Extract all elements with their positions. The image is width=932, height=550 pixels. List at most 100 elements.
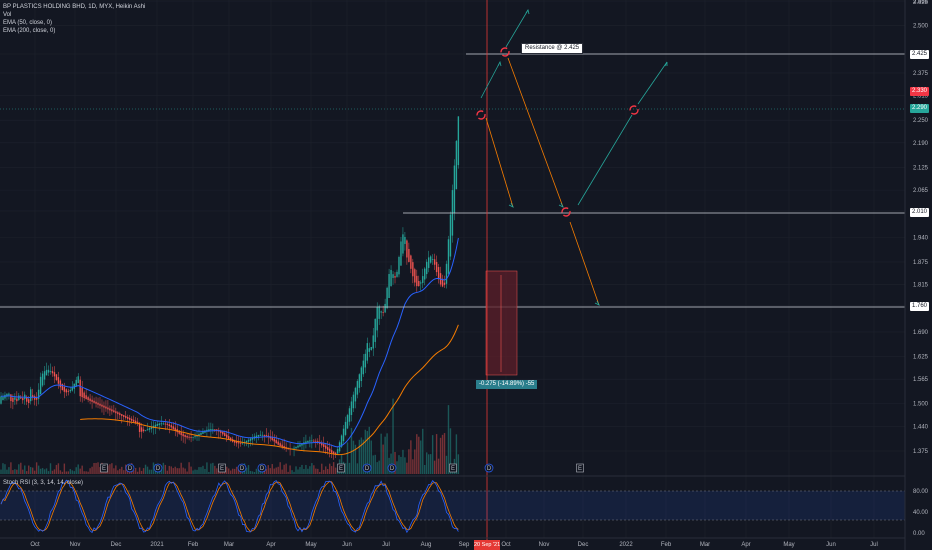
dividend-marker[interactable]: D <box>237 463 247 473</box>
volume-bar <box>152 462 155 474</box>
pivot-rotation-icon[interactable] <box>561 207 571 217</box>
volume-bar <box>87 471 89 474</box>
volume-bar <box>91 466 93 474</box>
candle <box>259 430 262 436</box>
candle <box>247 438 250 448</box>
candle <box>210 422 212 438</box>
volume-bar <box>370 440 372 474</box>
candle <box>449 211 452 261</box>
earnings-marker[interactable]: E <box>337 463 345 473</box>
dividend-marker[interactable]: D <box>257 463 267 473</box>
candle <box>103 401 105 416</box>
candle <box>321 440 323 448</box>
pivot-rotation-icon[interactable] <box>629 105 639 115</box>
volume-bar <box>41 468 44 474</box>
projection-arrows[interactable] <box>480 9 668 306</box>
resistance-label[interactable]: Resistance @ 2.425 <box>521 43 584 54</box>
dividend-marker[interactable]: D <box>153 463 163 473</box>
volume-bar <box>323 469 325 474</box>
candle <box>41 370 44 388</box>
price-tag: 2.010 <box>910 208 930 217</box>
earnings-marker[interactable]: E <box>576 463 584 473</box>
candle <box>344 416 347 437</box>
time-tick: Apr <box>266 542 275 548</box>
dividend-marker[interactable]: D <box>362 463 372 473</box>
time-tick: Mar <box>224 542 234 548</box>
volume-bar <box>65 471 68 474</box>
volume-bar <box>439 437 442 474</box>
candle <box>404 232 406 251</box>
volume-bar <box>325 466 327 474</box>
volume-bar <box>172 468 174 474</box>
volume-bar <box>449 428 452 474</box>
volume-bar <box>269 468 271 474</box>
volume-bar <box>427 454 430 474</box>
price-tick: 2.565 <box>913 0 929 5</box>
measure-box[interactable] <box>485 270 518 376</box>
volume-bar <box>12 470 14 474</box>
ema50-legend[interactable]: EMA (50, close, 0) <box>3 20 53 26</box>
symbol-title[interactable]: BP PLASTICS HOLDING BHD, 1D, MYX, Heikin… <box>3 4 146 10</box>
volume-bar <box>354 444 357 474</box>
candle <box>218 427 220 439</box>
volume-bar <box>406 462 408 474</box>
pivot-rotation-icon[interactable] <box>476 110 486 120</box>
volume-bar <box>39 468 42 474</box>
rsi-legend[interactable]: Stoch RSI (3, 3, 14, 14, close) <box>3 480 84 486</box>
candle <box>184 434 186 444</box>
candle <box>372 328 374 356</box>
pivot-rotation-icon[interactable] <box>500 47 510 57</box>
candle <box>37 383 40 405</box>
volume-bar <box>196 469 198 474</box>
ema200-legend[interactable]: EMA (200, close, 0) <box>3 28 56 34</box>
dividend-marker[interactable]: D <box>387 463 397 473</box>
earnings-marker[interactable]: E <box>449 463 457 473</box>
svg-text:D: D <box>365 466 370 472</box>
price-axis[interactable]: 2.565 2.500 2.425 2.375 2.315 2.250 2.190 2.125… <box>913 0 929 455</box>
candle <box>188 434 190 441</box>
price-tick: 1.875 <box>913 260 929 266</box>
dividend-marker[interactable]: D <box>125 463 135 473</box>
volume-bar <box>200 467 202 474</box>
earnings-marker[interactable]: E <box>100 463 108 473</box>
candle <box>111 405 113 415</box>
volume-bar <box>132 470 135 474</box>
candle <box>97 397 99 409</box>
vol-legend[interactable]: Vol <box>3 12 12 18</box>
volume-bar <box>431 435 434 474</box>
candle <box>57 371 60 389</box>
volume-bar <box>231 468 234 474</box>
candle <box>317 438 319 445</box>
svg-text:E: E <box>220 466 224 472</box>
candle <box>265 428 268 438</box>
svg-text:E: E <box>451 466 455 472</box>
volume-bar <box>188 462 190 474</box>
candle <box>178 429 180 435</box>
candle <box>427 250 430 273</box>
volume-bar <box>115 465 117 474</box>
candle <box>132 415 135 423</box>
volume-bar <box>204 468 206 474</box>
pivot-icons[interactable] <box>476 47 639 217</box>
candle <box>382 305 384 317</box>
volume-bar <box>293 471 295 474</box>
candle <box>55 374 58 382</box>
volume-bar <box>125 464 127 474</box>
volume-bar <box>384 436 386 474</box>
volume-bar <box>2 463 4 474</box>
earnings-marker[interactable]: E <box>218 463 226 473</box>
volume-bar <box>235 466 238 474</box>
candle <box>67 388 70 396</box>
volume-bar <box>380 433 382 474</box>
time-tick: Dec <box>578 542 589 548</box>
volume-bar <box>271 464 273 474</box>
time-tick: Jun <box>342 542 352 548</box>
volume-bar <box>422 428 424 474</box>
candle <box>65 388 68 397</box>
volume-bar <box>445 455 448 474</box>
dividend-marker[interactable]: D <box>484 463 494 473</box>
time-axis[interactable]: Oct Nov Dec 2021 Feb Mar Apr May Jun Jul Aug Sep Oct… <box>30 542 878 548</box>
volume-bar <box>93 463 95 474</box>
